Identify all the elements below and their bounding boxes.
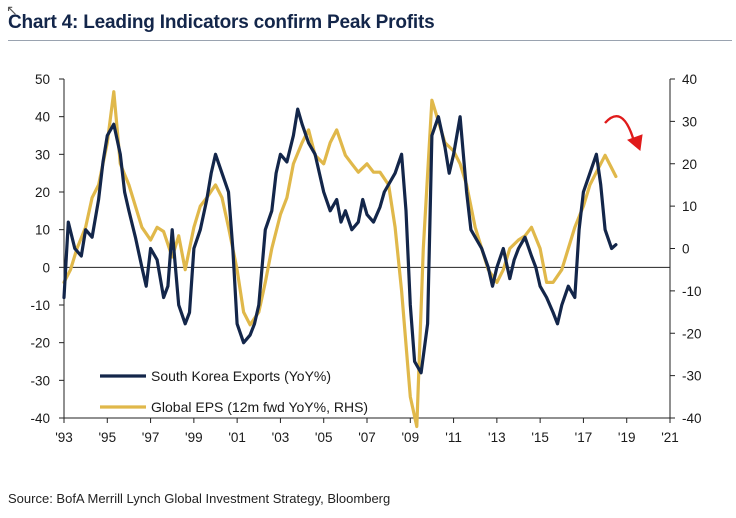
legend-label: South Korea Exports (YoY%) xyxy=(151,368,331,384)
x-tick-label: '99 xyxy=(185,430,203,445)
left-y-tick-label: 50 xyxy=(35,72,50,87)
axes: -40 -30 -20 -10 0 10 20 30 40 50 -40 -30 -20 -10 0 10 20… xyxy=(30,72,701,445)
left-y-tick-label: -40 xyxy=(30,411,50,426)
right-y-tick-label: 0 xyxy=(682,242,690,257)
left-y-tick-label: 30 xyxy=(35,147,50,162)
source-note: Source: BofA Merrill Lynch Global Invest… xyxy=(8,491,391,506)
right-y-tick-label: -10 xyxy=(682,284,702,299)
mouse-cursor-icon: ↖ xyxy=(6,2,18,18)
left-y-tick-label: 0 xyxy=(42,260,50,275)
series-line-korea-exports xyxy=(62,107,618,375)
x-tick-label: '15 xyxy=(531,430,549,445)
title-divider xyxy=(8,40,732,41)
left-y-tick-label: 10 xyxy=(35,223,50,238)
left-y-tick-label: -30 xyxy=(30,373,50,388)
right-y-tick-label: 40 xyxy=(682,72,697,87)
left-y-tick-label: 20 xyxy=(35,185,50,200)
left-y-tick-label: -10 xyxy=(30,298,50,313)
x-tick-label: '01 xyxy=(228,430,246,445)
right-y-tick-label: 10 xyxy=(682,199,697,214)
x-tick-label: '11 xyxy=(445,430,462,445)
left-y-tick-label: -20 xyxy=(30,336,50,351)
x-tick-label: '13 xyxy=(488,430,506,445)
right-y-tick-label: 20 xyxy=(682,157,697,172)
legend-label: Global EPS (12m fwd YoY%, RHS) xyxy=(151,399,368,415)
x-tick-label: '17 xyxy=(575,430,593,445)
x-tick-label: '05 xyxy=(315,430,333,445)
x-tick-label: '93 xyxy=(55,430,73,445)
legend: South Korea Exports (YoY%) Global EPS (12… xyxy=(100,368,368,415)
x-tick-label: '09 xyxy=(401,430,419,445)
series-line-global-eps xyxy=(62,90,618,429)
right-y-tick-label: -40 xyxy=(682,411,702,426)
x-tick-label: '21 xyxy=(661,430,679,445)
right-y-tick-label: -30 xyxy=(682,369,702,384)
right-y-tick-label: -20 xyxy=(682,326,702,341)
chart-title: Chart 4: Leading Indicators confirm Peak… xyxy=(8,12,435,33)
line-chart: -40 -30 -20 -10 0 10 20 30 40 50 -40 -30 -20 -10 0 10 20… xyxy=(30,72,701,445)
trend-arrow-annotation xyxy=(604,115,643,151)
x-tick-label: '95 xyxy=(98,430,116,445)
x-tick-label: '97 xyxy=(142,430,160,445)
trend-arrow-shaft xyxy=(604,115,635,139)
x-tick-label: '19 xyxy=(618,430,636,445)
left-y-tick-label: 40 xyxy=(35,110,50,125)
right-y-tick-label: 30 xyxy=(682,114,697,129)
x-tick-label: '07 xyxy=(358,430,376,445)
series-group xyxy=(62,90,618,429)
arrow-head-icon xyxy=(627,134,643,151)
x-tick-label: '03 xyxy=(272,430,290,445)
